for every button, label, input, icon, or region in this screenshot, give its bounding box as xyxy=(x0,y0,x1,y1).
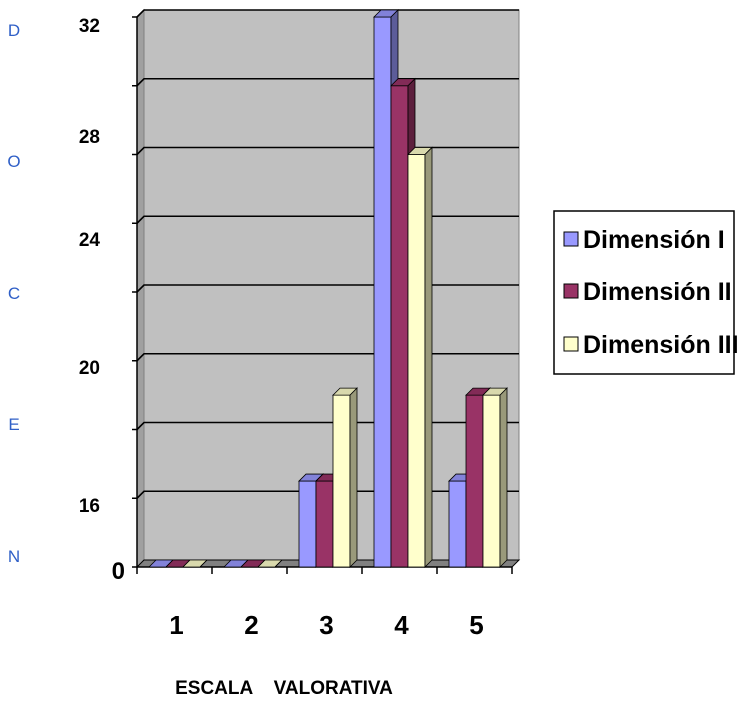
y-axis-side-letter: C xyxy=(8,284,20,303)
legend-label: Dimensión II xyxy=(583,278,732,306)
y-axis-tick-label: 28 xyxy=(79,127,100,148)
bar-front xyxy=(449,481,466,567)
x-axis-tick-label: 3 xyxy=(319,610,333,640)
y-axis-tick-label: 32 xyxy=(79,16,100,37)
legend-swatch xyxy=(564,337,578,351)
legend-label: Dimensión III xyxy=(583,331,739,359)
bar-side xyxy=(425,148,432,568)
bar-front xyxy=(299,481,316,567)
y-axis-tick-label: 16 xyxy=(79,496,100,517)
bar-front xyxy=(374,17,391,567)
legend-swatch xyxy=(564,232,578,246)
bar-front xyxy=(316,481,333,567)
bar-front xyxy=(408,155,425,568)
bar-front xyxy=(466,395,483,567)
legend: Dimensión I Dimensión II Dimensión III xyxy=(554,211,739,374)
bar-front xyxy=(391,86,408,567)
y-axis-side-letter: E xyxy=(8,415,19,434)
bar xyxy=(408,148,432,568)
y-axis-side-letter: D xyxy=(8,21,20,40)
x-axis-tick-labels: 1 2 3 4 5 xyxy=(169,610,483,640)
y-axis-tick-labels: 32 28 24 20 16 0 xyxy=(79,16,125,585)
bar xyxy=(333,388,357,567)
y-axis-tick-label: 20 xyxy=(79,358,100,379)
bar xyxy=(483,388,507,567)
y-axis-tick-label: 0 xyxy=(112,558,125,585)
x-axis-tick-label: 1 xyxy=(169,610,183,640)
legend-item: Dimensión II xyxy=(564,278,732,306)
bar-side xyxy=(500,388,507,567)
y-axis-side-label: D O C E N xyxy=(7,21,20,566)
legend-label: Dimensión I xyxy=(583,226,725,254)
bar-front xyxy=(483,395,500,567)
y-axis-side-letter: N xyxy=(8,547,20,566)
legend-item: Dimensión III xyxy=(564,331,739,359)
x-axis-tick-label: 2 xyxy=(244,610,258,640)
legend-swatch xyxy=(564,284,578,298)
bar-front xyxy=(333,395,350,567)
x-axis-tick-label: 5 xyxy=(469,610,483,640)
y-axis-side-letter: O xyxy=(7,152,20,171)
y-axis-tick-label: 24 xyxy=(79,230,101,251)
legend-item: Dimensión I xyxy=(564,226,725,254)
bar-side xyxy=(350,388,357,567)
x-axis-label: ESCALA VALORATIVA xyxy=(175,678,393,699)
x-axis-tick-label: 4 xyxy=(394,610,409,640)
